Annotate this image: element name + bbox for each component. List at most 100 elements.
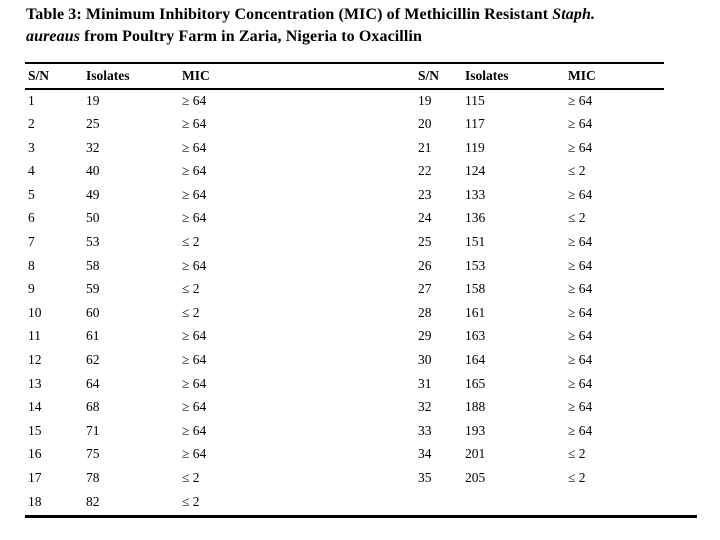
table-cell: 28 [418,304,432,320]
table-cell: 14 [28,399,42,415]
table-cell: 61 [86,328,100,344]
table-cell: 188 [465,399,486,415]
table-header-row: S/N Isolates MIC S/N Isolates MIC [25,64,664,88]
table-cell: 82 [86,493,100,509]
table-cell: 6 [28,210,35,226]
table-cell: ≥ 64 [182,163,207,179]
table-cell: 119 [465,139,485,155]
table-cell: 60 [86,304,100,320]
table-cell: 7 [28,234,35,250]
table-cell: ≥ 64 [568,257,593,273]
table-body: 1 19 ≥ 64 19 115 ≥ 64 2 25 ≥ 64 20 117 ≥ 64 3 32 ≥ 64 2… [25,90,664,515]
table-cell: 27 [418,281,432,297]
table-cell: 21 [418,139,432,155]
table-cell: 151 [465,234,486,250]
table-cell: ≥ 64 [568,186,593,202]
table-cell: ≥ 64 [182,375,207,391]
table-cell: 11 [28,328,41,344]
table-cell: ≤ 2 [568,446,586,462]
table-cell: 205 [465,470,486,485]
table-cell: 34 [418,446,432,462]
table-cell: 26 [418,257,432,273]
table-cell: ≥ 64 [568,375,593,391]
table-bottom-rule [25,515,697,518]
table-cell: 53 [86,234,100,250]
table-cell: 158 [465,281,486,297]
column-header-sn-right: S/N [418,68,440,83]
table-cell: 32 [418,399,432,415]
table-cell: 58 [86,257,100,273]
table-cell [418,491,465,515]
table-cell: 136 [465,210,486,226]
table-cell [568,491,664,515]
table-cell: 15 [28,422,42,438]
title-italic-aureaus: aureaus [26,28,81,45]
table-cell: 25 [418,234,432,250]
table-cell: ≥ 64 [182,328,207,344]
table-cell: 4 [28,163,35,179]
table-cell: 2 [28,116,35,132]
table-cell: 201 [465,446,486,462]
column-header-isolates-left: Isolates [86,68,130,83]
table-cell: ≤ 2 [568,210,586,226]
column-header-sn-left: S/N [28,68,50,83]
table-cell: 161 [465,304,486,320]
table-cell: 163 [465,328,486,344]
table-cell: 49 [86,186,100,202]
title-text-1: Table 3: Minimum Inhibitory Concentratio… [26,6,553,23]
table-cell: ≥ 64 [568,92,593,108]
table-cell: 12 [28,352,42,368]
table-cell: ≥ 64 [182,352,207,368]
table-cell: 20 [418,116,432,132]
table-cell: 23 [418,186,432,202]
table-cell: ≤ 2 [568,163,586,179]
table-cell: 193 [465,422,486,438]
table-cell: ≥ 64 [182,139,207,155]
table-cell: ≤ 2 [182,234,200,250]
table-cell: 19 [418,92,432,108]
table-cell: ≤ 2 [182,304,200,320]
table-cell: ≥ 64 [568,399,593,415]
table-cell: 30 [418,352,432,368]
column-header-mic-right: MIC [568,68,596,83]
table-cell: 19 [86,92,100,108]
table-cell: ≥ 64 [568,304,593,320]
table-cell: 75 [86,446,100,462]
table-cell: ≥ 64 [182,422,207,438]
table-cell: 40 [86,163,100,179]
table-cell: 9 [28,281,35,297]
header-bottom-rule [25,88,664,90]
table-cell: 59 [86,281,100,297]
table-cell: 78 [86,470,100,485]
table-cell: 71 [86,422,100,438]
table-cell: ≥ 64 [568,139,593,155]
table-cell: 17 [28,470,42,485]
table-cell: ≥ 64 [182,446,207,462]
table-cell: 13 [28,375,42,391]
table-cell: 22 [418,163,432,179]
table-cell: 29 [418,328,432,344]
table-cell: ≥ 64 [568,116,593,132]
table-cell: 62 [86,352,100,368]
table-cell: 133 [465,186,486,202]
table-cell: 16 [28,446,42,462]
table-cell: ≥ 64 [182,257,207,273]
table-cell: ≥ 64 [568,234,593,250]
table-cell: 25 [86,116,100,132]
table-cell: 5 [28,186,35,202]
column-header-mic-left: MIC [182,68,210,83]
table-cell: ≥ 64 [182,399,207,415]
table-cell: ≥ 64 [182,210,207,226]
table-cell: 115 [465,92,485,108]
table-cell: 31 [418,375,432,391]
table-cell: 8 [28,257,35,273]
table-cell: ≤ 2 [182,470,200,485]
table-cell: ≥ 64 [568,281,593,297]
title-text-2: from Poultry Farm in Zaria, Nigeria to O… [80,28,422,45]
table-cell [465,491,568,515]
table-cell: 68 [86,399,100,415]
table-cell: ≤ 2 [182,493,200,509]
table-cell: 32 [86,139,100,155]
table-cell: ≥ 64 [568,328,593,344]
